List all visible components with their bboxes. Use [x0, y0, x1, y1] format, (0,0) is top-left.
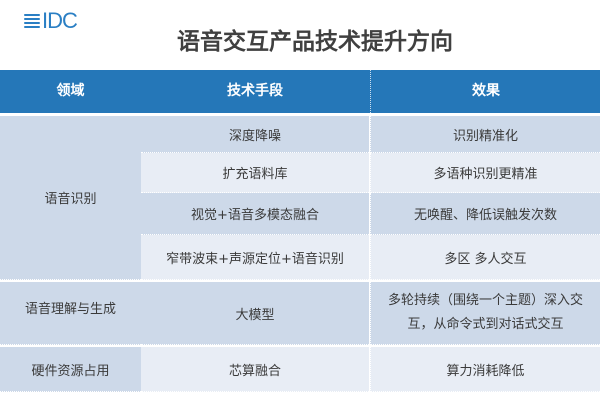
- tech-cell: 大模型: [141, 282, 369, 345]
- tech-cell: 深度降噪: [141, 116, 369, 153]
- effect-cell: 多区 多人交互: [370, 235, 600, 280]
- tech-cell: 窄带波束+声源定位+语音识别: [141, 235, 369, 280]
- effect-cell: 无唤醒、降低误触发次数: [370, 193, 600, 235]
- header-tech: 技术手段: [227, 83, 283, 99]
- effect-cell: 识别精准化: [370, 116, 600, 153]
- domain-cell: 语音理解与生成: [0, 282, 141, 345]
- tech-cell: 扩充语料库: [141, 153, 369, 193]
- domain-cell: 语音识别: [0, 116, 141, 280]
- page-title: 语音交互产品技术提升方向: [177, 29, 453, 55]
- tech-cell: 视觉+语音多模态融合: [141, 193, 369, 235]
- effect-cell: 多语种识别更精准: [370, 153, 600, 193]
- logo-text: IDC: [42, 8, 78, 33]
- header-domain: 领域: [56, 83, 85, 99]
- effect-cell: 多轮持续（围绕一个主题）深入交互，从命令式到对话式交互: [370, 282, 600, 345]
- effect-cell: 算力消耗降低: [370, 347, 600, 392]
- tech-cell: 芯算融合: [141, 347, 369, 392]
- idc-logo: IDC: [24, 8, 78, 34]
- table-header: 领域 技术手段 效果: [0, 70, 600, 113]
- globe-icon: [24, 14, 40, 28]
- header-effect: 效果: [370, 70, 600, 113]
- domain-cell: 硬件资源占用: [0, 347, 141, 392]
